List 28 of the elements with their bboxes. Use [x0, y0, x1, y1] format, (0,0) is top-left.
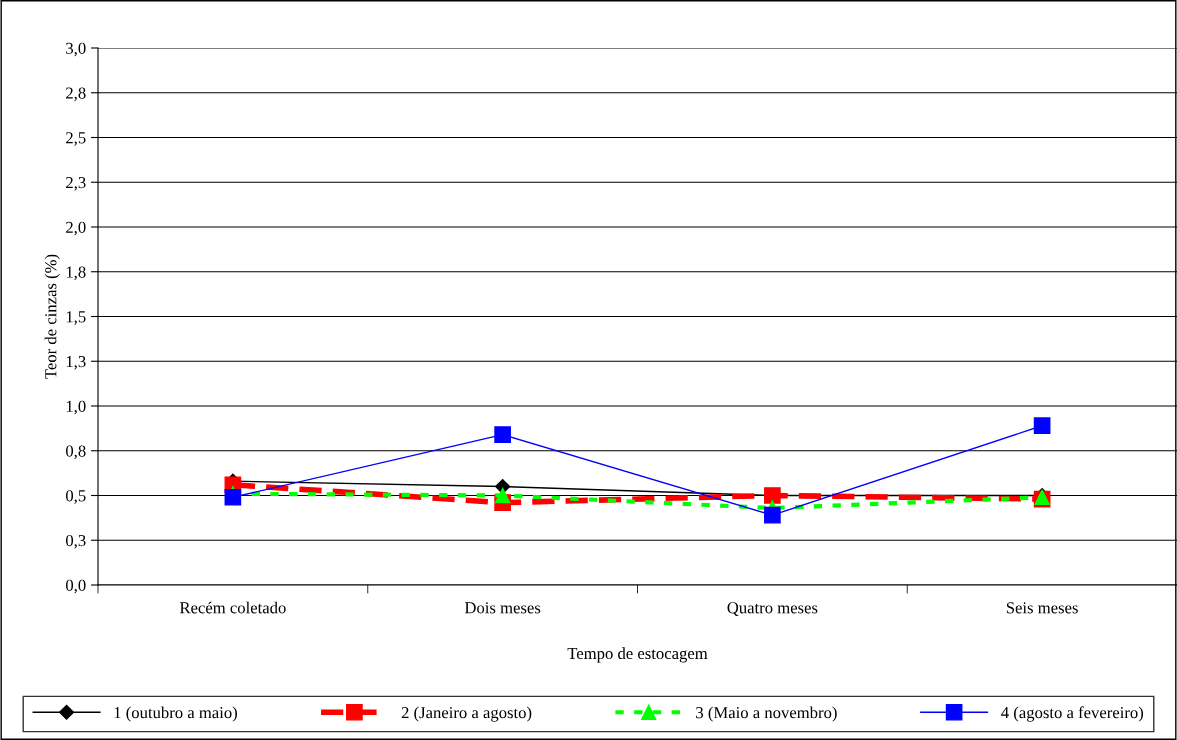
y-tick-label: 3,0 [66, 42, 86, 57]
legend-label: 2 (Janeiro a agosto) [401, 706, 532, 722]
y-tick-label: 0,3 [66, 534, 86, 549]
x-axis-title: Tempo de estocagem [567, 647, 708, 663]
y-tick-label: 1,3 [66, 356, 86, 370]
x-tick-label: Quatro meses [727, 602, 818, 616]
point [494, 426, 511, 443]
y-tick-label: 2,5 [66, 132, 86, 146]
y-tick-label: 2,0 [66, 221, 86, 236]
y-tick-label: 2,3 [66, 177, 86, 191]
legend-label: 4 (agosto a fevereiro) [1001, 706, 1144, 722]
y-tick-label: 1,0 [66, 400, 86, 415]
y-tick-label: 1,8 [66, 266, 86, 281]
y-tick-label: 1,5 [66, 311, 86, 325]
y-axis-title: Teor de cinzas (%) [44, 254, 60, 379]
legend-label: 1 (outubro a maio) [114, 706, 237, 722]
y-tick-label: 0,8 [66, 445, 86, 460]
point [764, 506, 781, 524]
point [1033, 417, 1051, 435]
point [494, 487, 511, 504]
x-tick-label: Dois meses [464, 602, 541, 614]
x-tick-label: Seis meses [1006, 602, 1078, 614]
y-tick-label: 0,0 [66, 579, 86, 594]
legend-label: 3 (Maio a novembro) [696, 706, 837, 722]
point [224, 488, 242, 506]
y-tick-label: 2,8 [66, 87, 86, 102]
x-tick-label: Recém coletado [179, 601, 286, 614]
y-tick-label: 0,5 [66, 490, 86, 504]
